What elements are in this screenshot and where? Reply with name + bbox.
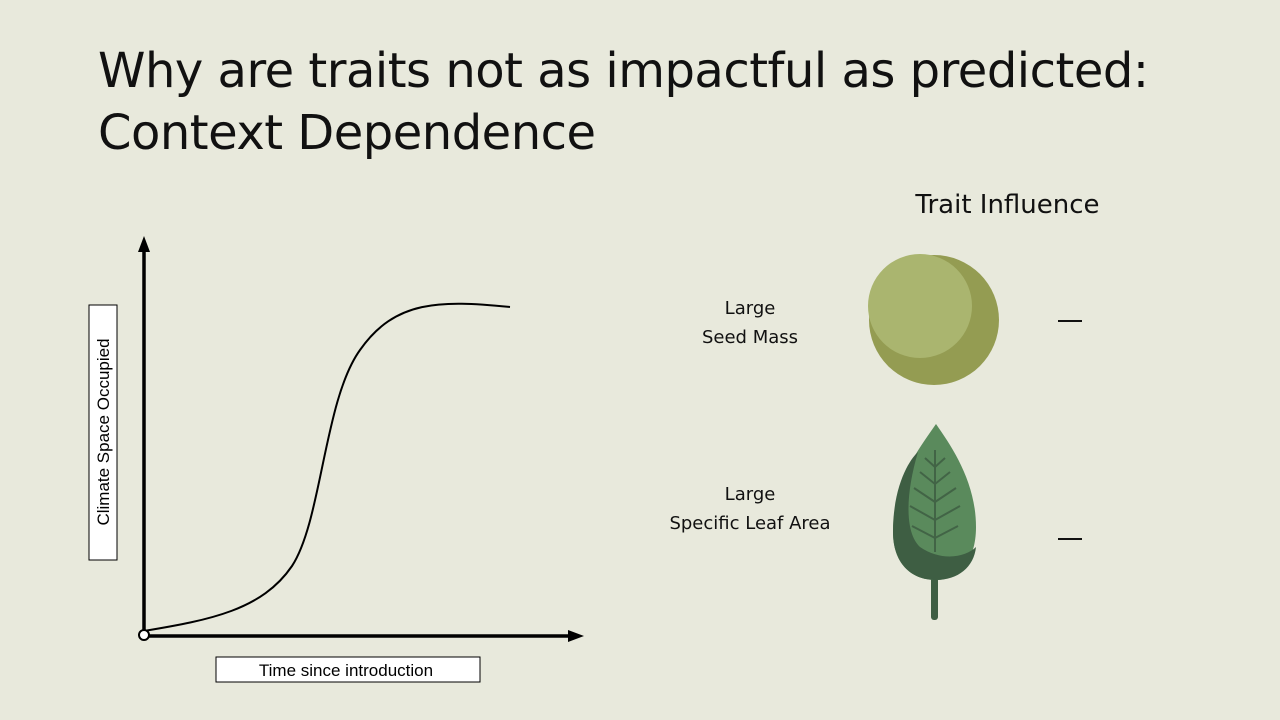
- y-axis-arrowhead: [138, 236, 150, 252]
- x-axis-arrowhead: [568, 630, 584, 642]
- occupancy-graph: Climate Space Occupied Time since introd…: [88, 236, 584, 683]
- y-axis-label-box: Climate Space Occupied: [88, 304, 118, 561]
- x-axis-label-box: Time since introduction: [215, 656, 481, 683]
- trait-leaf-line-2: Specific Leaf Area: [669, 513, 831, 534]
- seed-mass-influence-dash: [1058, 320, 1082, 322]
- title-line-2: Context Dependence: [98, 105, 596, 161]
- trait-seed-line-2: Seed Mass: [701, 327, 799, 348]
- sigmoid-curve: [143, 302, 511, 632]
- trait-label-seed-mass: Large Seed Mass: [630, 294, 870, 352]
- trait-leaf-line-1: Large: [724, 484, 776, 505]
- leaf-icon: [893, 424, 976, 620]
- trait-label-specific-leaf-area: Large Specific Leaf Area: [630, 480, 870, 538]
- trait-influence-heading: Trait Influence: [915, 190, 1100, 220]
- seed-icon: [868, 254, 999, 385]
- leaf-area-influence-dash: [1058, 538, 1082, 540]
- trait-seed-line-1: Large: [724, 298, 776, 319]
- x-axis-label: Time since introduction: [259, 661, 433, 680]
- origin-marker: [138, 629, 150, 641]
- slide-title: Why are traits not as impactful as predi…: [98, 40, 1218, 164]
- y-axis-label: Climate Space Occupied: [94, 338, 113, 525]
- title-line-1: Why are traits not as impactful as predi…: [98, 43, 1149, 99]
